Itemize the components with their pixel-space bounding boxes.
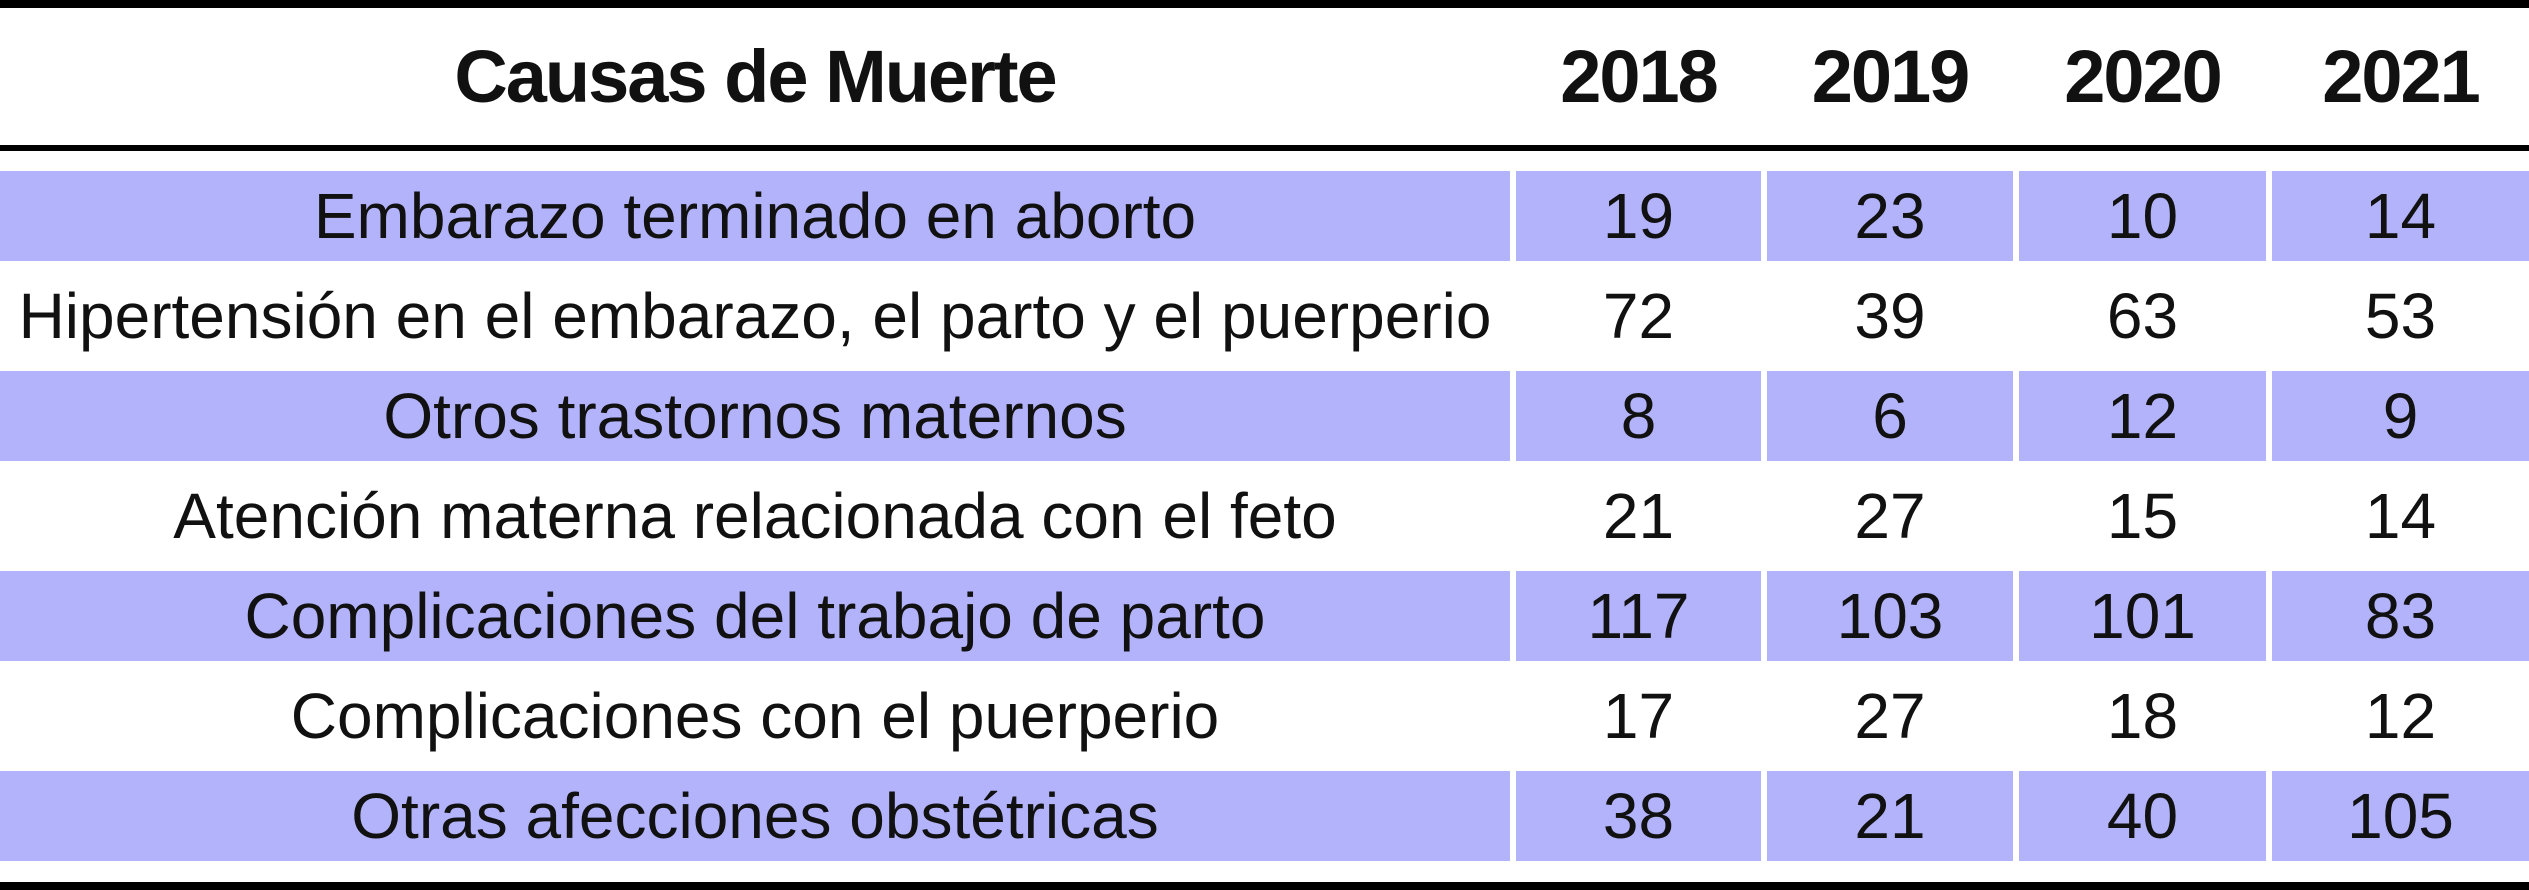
cell-value: 18 [2106, 680, 2179, 752]
column-separator [2266, 371, 2272, 461]
column-separator [2266, 571, 2272, 661]
cell-cause: Complicaciones con el puerperio [290, 680, 1220, 752]
column-separator [1761, 371, 1767, 461]
cell-value: 63 [2106, 280, 2179, 352]
column-separator [1510, 371, 1516, 461]
cell-value: 53 [2364, 280, 2437, 352]
column-separator [1761, 571, 1767, 661]
cell-value: 101 [2089, 580, 2196, 652]
table-row: Hipertensión en el embarazo, el parto y … [0, 271, 2529, 361]
cell-value: 38 [1602, 780, 1675, 852]
cell-value: 23 [1854, 180, 1926, 252]
cell-cause: Complicaciones del trabajo de parto [244, 580, 1266, 652]
cell-value: 10 [2106, 180, 2179, 252]
column-separator [2013, 171, 2019, 261]
cell-value: 103 [1836, 580, 1944, 652]
cell-value: 40 [2106, 780, 2179, 852]
cell-value: 19 [1602, 180, 1675, 252]
cell-cause: Embarazo terminado en aborto [313, 180, 1197, 252]
cell-value: 72 [1602, 280, 1675, 352]
cell-value: 9 [2382, 380, 2419, 452]
cell-value: 27 [1854, 680, 1926, 752]
column-separator [2013, 571, 2019, 661]
cell-value: 12 [2106, 380, 2179, 452]
cell-value: 105 [2347, 780, 2454, 852]
table-row: Otros trastornos maternos 8 6 12 9 [0, 371, 2529, 461]
cell-cause: Hipertensión en el embarazo, el parto y … [18, 280, 1492, 352]
cell-value: 17 [1602, 680, 1675, 752]
column-separator [2266, 771, 2272, 861]
header-cause: Causas de Muerte [454, 35, 1057, 118]
cell-value: 117 [1587, 580, 1690, 652]
header-year-2019: 2019 [1811, 35, 1971, 118]
cell-value: 83 [2364, 580, 2437, 652]
column-separator [1761, 171, 1767, 261]
cell-value: 8 [1620, 380, 1657, 452]
cell-value: 27 [1854, 480, 1926, 552]
header-year-2020: 2020 [2064, 35, 2223, 118]
cell-cause: Otros trastornos maternos [383, 380, 1127, 452]
table-row: Embarazo terminado en aborto 19 23 10 14 [0, 171, 2529, 261]
cell-value: 21 [1602, 480, 1675, 552]
column-separator [2013, 371, 2019, 461]
table-row: Complicaciones con el puerperio 17 27 18… [0, 671, 2529, 761]
column-separator [2013, 771, 2019, 861]
cell-value: 14 [2364, 180, 2437, 252]
column-separator [2266, 171, 2272, 261]
column-separator [1761, 771, 1767, 861]
cell-cause: Atención materna relacionada con el feto [173, 480, 1337, 552]
cell-value: 14 [2364, 480, 2437, 552]
cell-value: 39 [1854, 280, 1926, 352]
column-separator [1510, 171, 1516, 261]
table-top-rule [0, 0, 2529, 8]
cell-value: 6 [1872, 380, 1908, 452]
cell-value: 15 [2106, 480, 2179, 552]
cell-value: 12 [2364, 680, 2437, 752]
table-bottom-rule [0, 882, 2529, 890]
table-row: Otras afecciones obstétricas 38 21 40 10… [0, 771, 2529, 861]
table-header-row: Causas de Muerte 2018 2019 2020 2021 [0, 8, 2529, 145]
table-row: Atención materna relacionada con el feto… [0, 471, 2529, 561]
table-row: Complicaciones del trabajo de parto 117 … [0, 571, 2529, 661]
column-separator [1510, 571, 1516, 661]
cell-cause: Otras afecciones obstétricas [351, 780, 1159, 852]
header-year-2018: 2018 [1560, 35, 1719, 118]
cell-value: 21 [1854, 780, 1926, 852]
table-header-rule [0, 145, 2529, 151]
column-separator [1510, 771, 1516, 861]
header-year-2021: 2021 [2322, 35, 2481, 118]
